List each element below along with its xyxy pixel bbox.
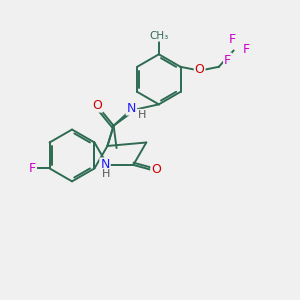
Text: CH₃: CH₃ xyxy=(149,31,169,41)
Text: N: N xyxy=(127,101,136,115)
Text: F: F xyxy=(242,43,249,56)
Text: O: O xyxy=(152,163,161,176)
Text: O: O xyxy=(92,99,102,112)
Text: F: F xyxy=(224,53,231,67)
Text: O: O xyxy=(195,63,205,76)
Text: F: F xyxy=(28,162,35,175)
Text: N: N xyxy=(100,158,110,171)
Text: F: F xyxy=(229,33,236,46)
Text: H: H xyxy=(137,110,146,120)
Text: H: H xyxy=(102,169,110,179)
